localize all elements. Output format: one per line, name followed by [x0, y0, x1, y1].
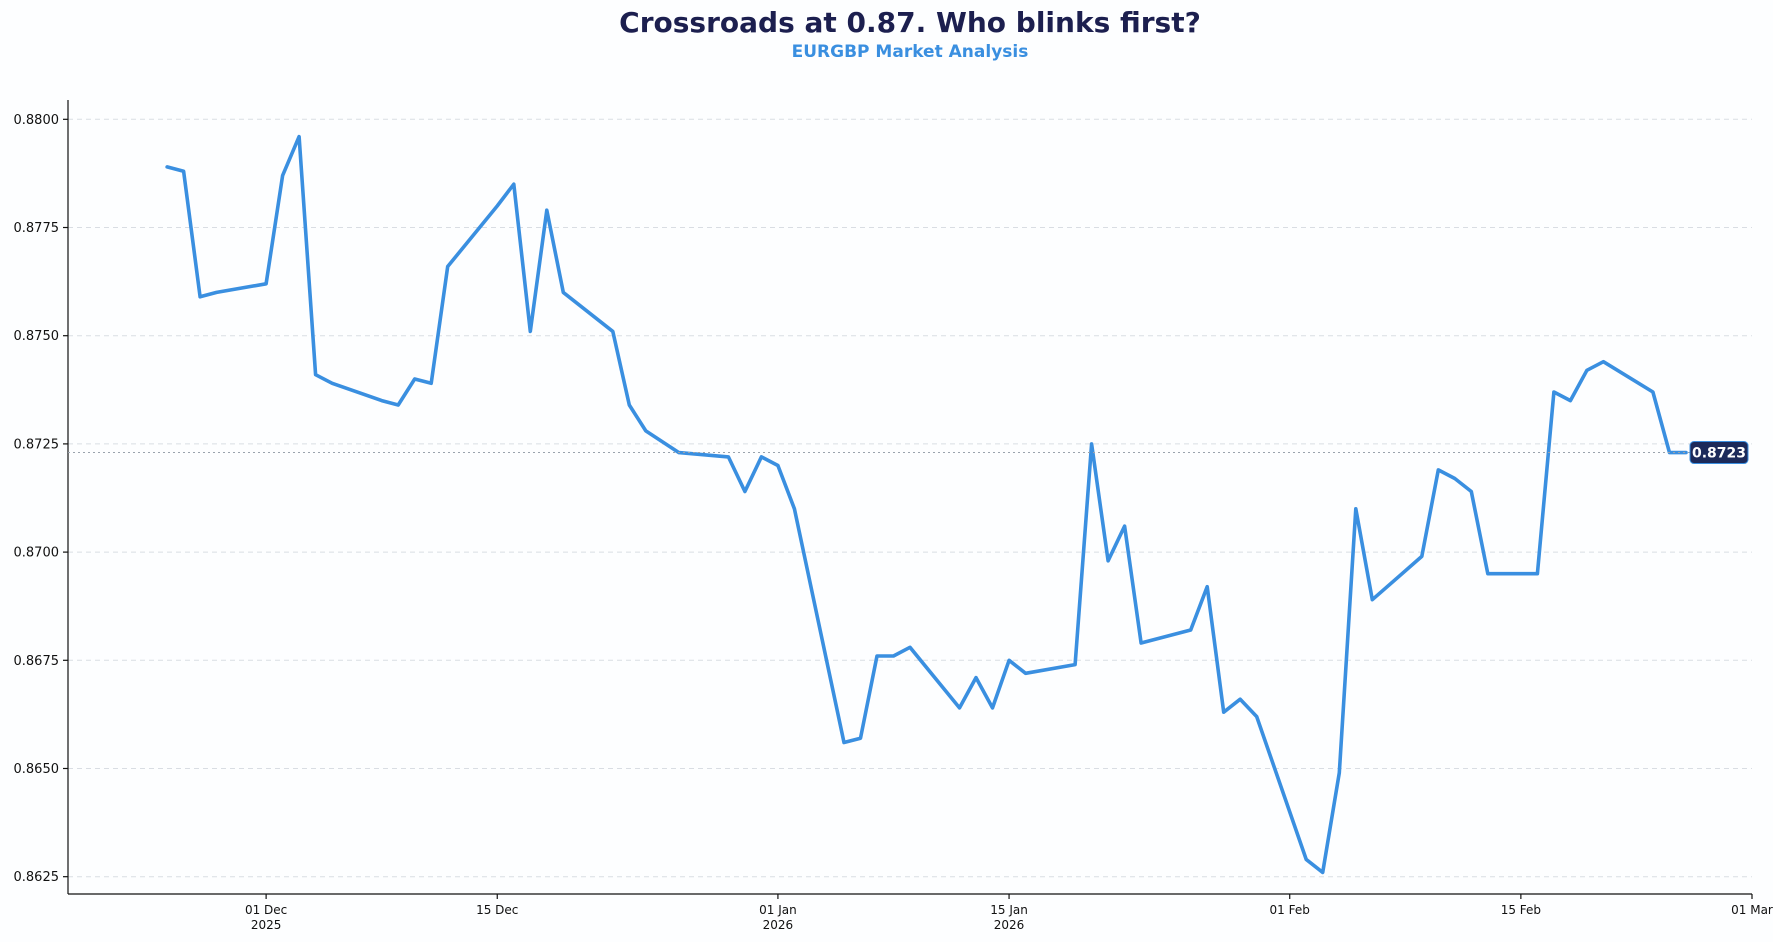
series-layer	[68, 134, 1692, 875]
x-tick-label: 01 Jan	[759, 903, 797, 917]
y-tick-label: 0.8625	[14, 870, 60, 885]
chart-subtitle: EURGBP Market Analysis	[792, 42, 1029, 62]
y-tick-label: 0.8675	[14, 654, 60, 669]
x-tick-sublabel: 2026	[763, 918, 794, 932]
y-tick-label: 0.8650	[14, 762, 60, 777]
chart-title: Crossroads at 0.87. Who blinks first?	[619, 6, 1201, 39]
x-tick-label: 15 Feb	[1501, 903, 1541, 917]
x-tick-label: 01 Mar	[1731, 903, 1773, 917]
x-tick-sublabel: 2025	[251, 918, 282, 932]
last-value-badge	[1689, 441, 1749, 465]
y-tick-label: 0.8775	[14, 221, 60, 236]
y-tick-label: 0.8750	[14, 329, 60, 344]
grid-layer	[68, 118, 1752, 878]
y-tick-label: 0.8725	[14, 437, 60, 452]
series-line	[165, 134, 1688, 875]
label-layer: 0.8723	[1689, 441, 1749, 465]
x-tick-sublabel: 2026	[994, 918, 1025, 932]
last-value-label: 0.8723	[1692, 446, 1746, 462]
x-tick-label: 15 Dec	[476, 903, 518, 917]
axis-layer: 0.8625 0.8650 0.8675 0.8700 0.8725 0.8750 0.87…	[14, 100, 1773, 932]
y-tick-label: 0.8800	[14, 113, 60, 128]
x-tick-label: 01 Feb	[1270, 903, 1310, 917]
x-tick-label: 15 Jan	[990, 903, 1028, 917]
y-tick-label: 0.8700	[14, 546, 60, 561]
x-tick-label: 01 Dec	[245, 903, 287, 917]
